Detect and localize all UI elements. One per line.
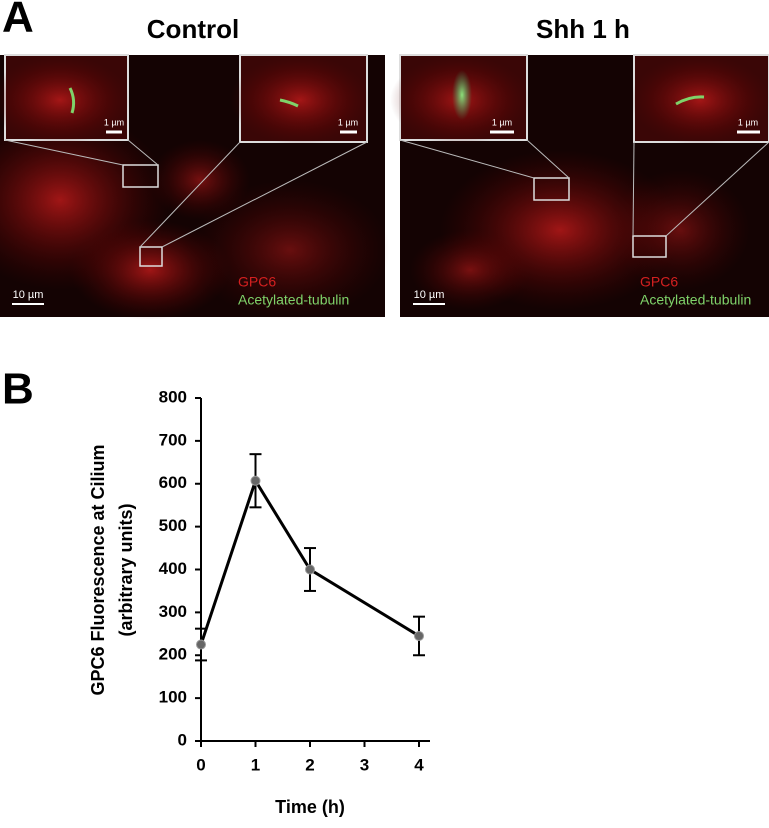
data-point	[196, 639, 206, 650]
data-point	[414, 630, 424, 641]
channel-label: GPC6	[238, 274, 276, 290]
y-tick-label: 0	[178, 730, 187, 749]
x-axis-label: Time (h)	[275, 797, 345, 817]
y-tick-label: 500	[159, 516, 187, 535]
micrograph-shh	[390, 54, 769, 317]
y-tick-label: 800	[159, 387, 187, 406]
data-point	[250, 475, 261, 486]
scale-bar-label: 1 µm	[338, 117, 358, 127]
x-tick-label: 1	[251, 755, 260, 774]
scale-bar-label: 1 µm	[492, 117, 512, 127]
x-tick-label: 2	[305, 755, 314, 774]
y-tick-label: 700	[159, 430, 187, 449]
data-point	[305, 564, 315, 575]
channel-label: GPC6	[640, 274, 678, 290]
panel-label: B	[2, 365, 34, 414]
scale-bar-label: 10 µm	[414, 289, 445, 301]
y-tick-label: 600	[159, 473, 187, 492]
image-title: Control	[147, 14, 239, 44]
scale-bar-label: 1 µm	[104, 117, 124, 127]
image-title: Shh 1 h	[536, 14, 630, 44]
y-tick-label: 300	[159, 602, 187, 621]
x-tick-label: 3	[360, 755, 369, 774]
micrograph-control	[0, 54, 390, 320]
scale-bar-label: 10 µm	[13, 289, 44, 301]
y-tick-label: 100	[159, 688, 187, 707]
scale-bar-label: 1 µm	[738, 117, 758, 127]
y-axis-label: (arbitrary units)	[116, 503, 136, 636]
x-tick-label: 4	[414, 755, 424, 774]
x-tick-label: 0	[196, 755, 205, 774]
y-axis-label: GPC6 Fluorescence at Cilium	[88, 444, 108, 695]
channel-label: Acetylated-tubulin	[640, 292, 751, 308]
panel-label: A	[2, 0, 34, 42]
series-line	[199, 477, 420, 646]
channel-label: Acetylated-tubulin	[238, 292, 349, 308]
y-tick-label: 400	[159, 559, 187, 578]
y-tick-label: 200	[159, 645, 187, 664]
